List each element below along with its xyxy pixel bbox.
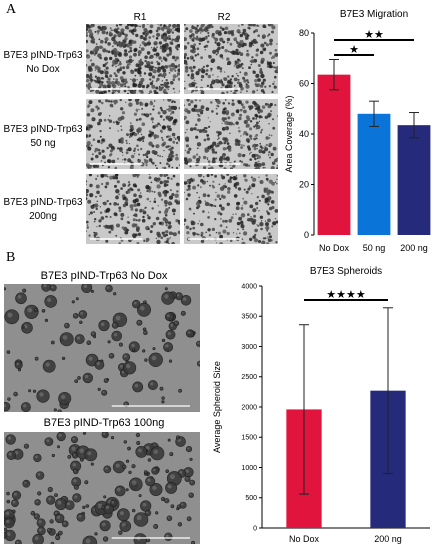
x-tick-label-0: No Dox <box>319 243 350 253</box>
migration-micrograph-200ng-r2 <box>184 174 278 244</box>
column-label-r2: R2 <box>217 12 231 23</box>
x-tick-label-2: 200 ng <box>400 243 428 253</box>
significance-stars-0: ★★★★ <box>326 289 366 301</box>
chart-title: B7E3 Migration <box>340 9 408 20</box>
bar-1 <box>357 113 391 235</box>
y-tick-label: 2500 <box>241 374 257 381</box>
significance-stars-0: ★ <box>349 44 359 56</box>
migration-micrograph-no-dox-r1 <box>86 24 180 94</box>
row-label-line1: B7E3 pIND-Trp63 <box>3 50 83 61</box>
bar-2 <box>397 125 431 235</box>
spheroid-image-title-no-dox: B7E3 pIND-Trp63 No Dox <box>40 270 168 282</box>
micrograph-background <box>184 174 278 244</box>
x-tick-label-0: No Dox <box>289 534 320 544</box>
spheroids <box>4 432 196 544</box>
y-tick-label: 3500 <box>241 314 257 321</box>
y-tick-label: 500 <box>245 495 257 502</box>
y-tick-label: 20 <box>299 180 309 190</box>
migration-bar-chart: B7E3 Migration Area Coverage (%) 0 20 40 60 80… <box>284 9 431 253</box>
row-label-line2: No Dox <box>26 64 60 75</box>
migration-micrograph-50ng-r2 <box>184 99 278 169</box>
row-label-line1: B7E3 pIND-Trp63 <box>3 124 83 135</box>
panel-b-letter: B <box>6 250 16 265</box>
cell-speckles <box>184 24 278 94</box>
column-label-r1: R1 <box>133 12 147 23</box>
cell-speckles <box>86 24 180 94</box>
cell-speckles <box>184 99 278 169</box>
y-tick-label: 2000 <box>241 404 257 411</box>
panel-a-letter: A <box>6 2 17 17</box>
y-tick-label: 80 <box>299 28 309 38</box>
y-tick-label: 40 <box>299 129 309 139</box>
y-tick-label: 4000 <box>241 283 257 290</box>
y-axis-label: Average Spheroid Size <box>212 361 222 453</box>
chart-title: B7E3 Spheroids <box>310 266 382 277</box>
y-tick-label: 0 <box>304 230 309 240</box>
row-label-50ng: B7E3 pIND-Trp63 50 ng <box>0 123 86 151</box>
cell-speckles <box>184 174 278 244</box>
migration-micrograph-50ng-r1 <box>86 99 180 169</box>
row-label-line2: 200ng <box>29 211 57 222</box>
y-tick-label: 1000 <box>241 465 257 472</box>
row-label-line2: 50 ng <box>30 138 56 149</box>
y-tick-label: 60 <box>299 79 309 89</box>
spheroid-image-title-100ng: B7E3 pIND-Trp63 100ng <box>43 417 165 429</box>
migration-micrograph-200ng-r1 <box>86 174 180 244</box>
spheroid-micrograph-no-dox <box>4 284 200 412</box>
y-tick-label: 1500 <box>241 435 257 442</box>
y-tick-label: 0 <box>253 525 257 532</box>
row-label-200ng: B7E3 pIND-Trp63 200ng <box>0 196 86 224</box>
spheroids <box>4 284 200 412</box>
y-tick-label: 3000 <box>241 344 257 351</box>
row-label-no-dox: B7E3 pIND-Trp63 No Dox <box>0 49 86 77</box>
spheroid-bar-chart: B7E3 Spheroids Average Spheroid Size 0 500 1… <box>212 266 430 544</box>
y-axis-label: Area Coverage (%) <box>284 95 294 172</box>
significance-stars-1: ★★ <box>364 29 384 41</box>
spheroid-micrograph-100ng <box>4 432 200 544</box>
cell-speckles <box>86 174 180 244</box>
migration-micrograph-no-dox-r2 <box>184 24 278 94</box>
bar-0 <box>317 74 351 235</box>
x-tick-label-1: 50 ng <box>363 243 386 253</box>
x-tick-label-1: 200 ng <box>374 534 402 544</box>
row-label-line1: B7E3 pIND-Trp63 <box>3 197 83 208</box>
